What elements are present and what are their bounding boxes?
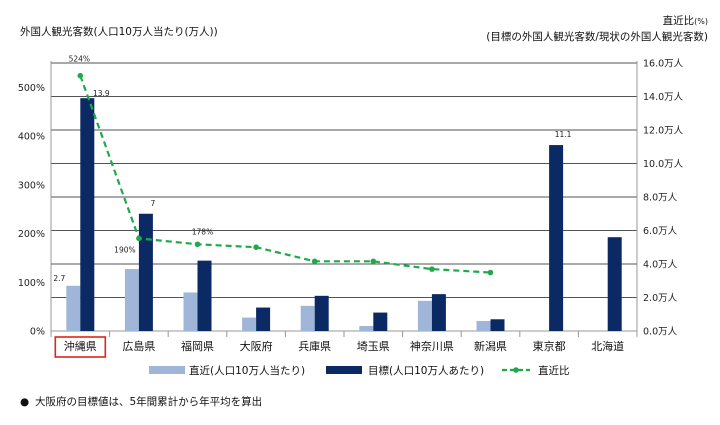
left-tick-label: 300% xyxy=(18,180,45,191)
legend-label-ratio: 直近比 xyxy=(538,364,570,377)
ratio-point-1 xyxy=(136,235,142,242)
data-label: 524% xyxy=(69,55,90,64)
right-tick-label: 4.0万人 xyxy=(643,260,678,271)
data-label: 7 xyxy=(151,199,156,208)
right-tick-label: 2.0万人 xyxy=(643,293,678,304)
bar-target-8 xyxy=(549,145,564,331)
category-label-2: 福岡県 xyxy=(181,339,214,353)
category-label-7: 新潟県 xyxy=(474,339,507,353)
right-tick-label: 6.0万人 xyxy=(643,226,678,237)
right-axis-title: 直近比(%) xyxy=(663,14,708,27)
bar-target-7 xyxy=(490,319,505,331)
data-label: 190% xyxy=(114,245,135,254)
legend-label-target: 目標(人口10万人あたり) xyxy=(368,364,484,377)
bar-target-1 xyxy=(138,213,153,331)
left-axis-title: 外国人観光客数(人口10万人当たり(万人)) xyxy=(20,25,218,38)
ratio-point-5 xyxy=(370,258,377,265)
left-tick-label: 0% xyxy=(30,327,45,338)
legend-swatch-target xyxy=(326,366,362,374)
ratio-point-0 xyxy=(77,72,84,79)
ratio-line xyxy=(79,75,491,274)
highlight-box xyxy=(54,336,107,358)
category-label-6: 神奈川県 xyxy=(410,339,454,353)
bar-current-2 xyxy=(183,292,198,331)
bar-current-5 xyxy=(359,325,374,331)
right-axis-subtitle: (目標の外国人観光客数/現状の外国人観光客数) xyxy=(486,30,708,43)
ratio-point-4 xyxy=(311,258,318,265)
ratio-point-7 xyxy=(487,269,494,276)
ratio-point-6 xyxy=(429,266,435,272)
category-label-3: 大阪府 xyxy=(240,339,273,353)
bar-current-6 xyxy=(417,300,432,331)
footnote-bullet: ● xyxy=(20,396,29,408)
legend-label-current: 直近(人口10万人当たり) xyxy=(189,364,305,377)
left-tick-label: 400% xyxy=(18,132,45,143)
bar-target-2 xyxy=(197,260,212,331)
bar-target-4 xyxy=(314,295,329,331)
category-label-9: 北海道 xyxy=(591,339,624,353)
right-tick-label: 14.0万人 xyxy=(643,92,684,103)
data-label: 178% xyxy=(192,227,213,236)
right-tick-label: 12.0万人 xyxy=(643,126,684,137)
right-tick-label: 10.0万人 xyxy=(643,159,684,170)
category-label-5: 埼玉県 xyxy=(357,339,390,353)
left-tick-label: 200% xyxy=(18,229,45,240)
bar-current-3 xyxy=(242,317,257,331)
bar-target-3 xyxy=(256,307,271,331)
left-tick-label: 100% xyxy=(18,278,45,289)
data-label: 13.9 xyxy=(93,89,110,98)
bar-target-9 xyxy=(607,237,622,331)
category-label-4: 兵庫県 xyxy=(298,339,331,353)
bar-current-0 xyxy=(66,285,81,331)
bar-target-5 xyxy=(373,312,388,331)
right-tick-label: 8.0万人 xyxy=(643,193,678,204)
category-label-0: 沖縄県 xyxy=(64,339,97,353)
bar-current-1 xyxy=(124,269,139,331)
bar-current-7 xyxy=(476,320,491,331)
right-tick-label: 0.0万人 xyxy=(643,327,678,338)
bar-target-6 xyxy=(431,294,446,331)
category-label-1: 広島県 xyxy=(122,339,155,353)
data-label: 2.7 xyxy=(53,274,65,283)
legend-marker-ratio xyxy=(513,367,519,373)
legend-swatch-current xyxy=(149,366,185,374)
category-label-8: 東京都 xyxy=(533,339,566,353)
right-tick-label: 16.0万人 xyxy=(643,59,684,70)
ratio-point-3 xyxy=(253,244,259,250)
data-label: 11.1 xyxy=(555,130,572,139)
footnote-text: 大阪府の目標値は、5年間累計から年平均を算出 xyxy=(35,395,262,408)
left-tick-label: 500% xyxy=(18,83,45,94)
bar-current-4 xyxy=(300,305,315,331)
ratio-point-2 xyxy=(194,241,201,248)
bar-target-0 xyxy=(80,98,95,331)
